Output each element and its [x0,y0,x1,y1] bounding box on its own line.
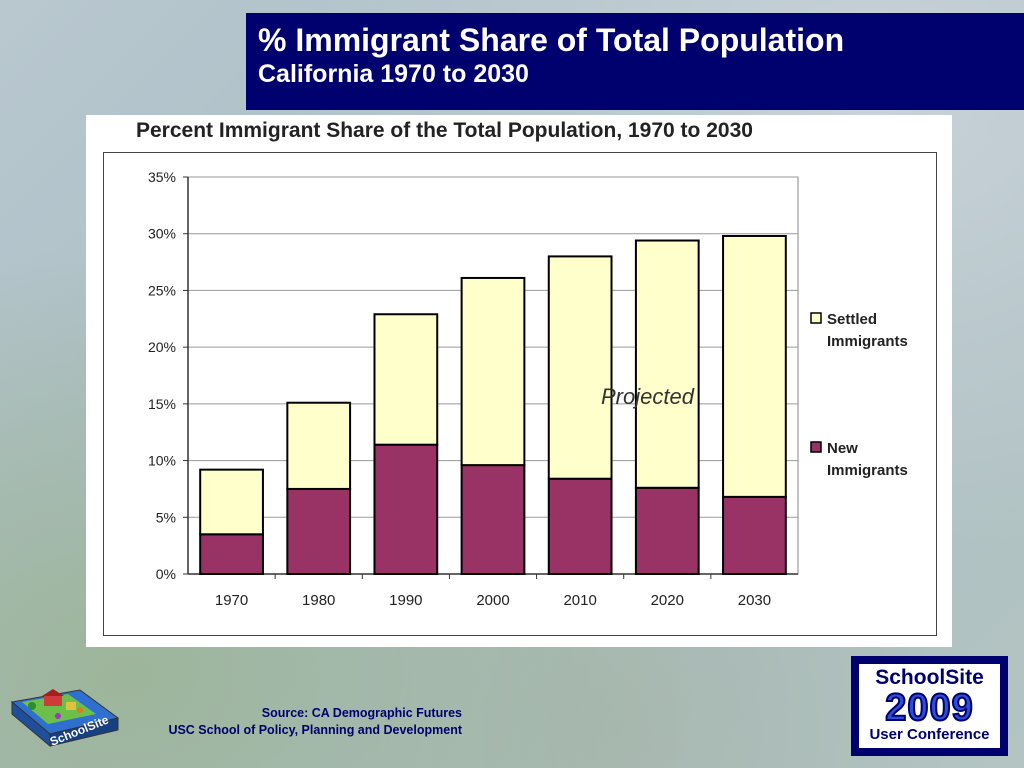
y-tick-label: 30% [148,226,176,242]
x-tick-label: 1990 [389,592,422,609]
bar-new-1990 [374,445,437,574]
bar-settled-2030 [723,236,786,497]
y-tick-label: 35% [148,169,176,185]
slide-title-box: % Immigrant Share of Total Population Ca… [246,13,1024,110]
legend-new-label-1: New [827,440,858,457]
projected-annotation: Projected [601,384,695,409]
slide-subtitle: California 1970 to 2030 [258,59,1024,89]
y-tick-label: 10% [148,453,176,469]
x-tick-label: 2000 [476,592,509,609]
x-tick-label: 2030 [738,592,771,609]
bar-new-2020 [636,488,699,574]
y-tick-label: 0% [156,566,176,582]
bar-settled-2010 [549,256,612,478]
bar-settled-1980 [287,403,350,489]
chart-panel: Percent Immigrant Share of the Total Pop… [86,115,952,647]
source-line-1: Source: CA Demographic Futures [100,705,462,722]
x-tick-label: 2020 [651,592,684,609]
legend-new-swatch [811,442,821,452]
y-tick-label: 15% [148,396,176,412]
y-tick-label: 5% [156,509,176,525]
bar-new-1970 [200,534,263,574]
bar-settled-1970 [200,470,263,535]
conference-badge-inner: SchoolSite 2009 User Conference [857,662,1002,750]
bar-settled-2020 [636,241,699,488]
badge-bottom-text: User Conference [859,726,1000,744]
bar-settled-1990 [374,314,437,444]
slide-title: % Immigrant Share of Total Population [258,21,1024,59]
bar-new-1980 [287,489,350,574]
y-tick-label: 25% [148,282,176,298]
legend-settled-label-1: Settled [827,311,877,328]
badge-year: 2009 [859,690,1000,726]
bar-settled-2000 [462,278,525,465]
legend-settled-swatch [811,313,821,323]
legend-settled-label-2: Immigrants [827,333,908,350]
x-tick-label: 1980 [302,592,335,609]
x-tick-label: 2010 [563,592,596,609]
bar-new-2010 [549,479,612,574]
conference-badge: SchoolSite 2009 User Conference [851,656,1008,756]
bar-new-2030 [723,497,786,574]
bar-new-2000 [462,465,525,574]
source-line-2: USC School of Policy, Planning and Devel… [100,722,462,739]
legend-new-label-2: Immigrants [827,462,908,479]
x-tick-label: 1970 [215,592,248,609]
stacked-bar-chart: 0% 5% 10% 15% 20% 25% 30% 35% 1970 1980 1990 2000 20… [86,115,952,647]
y-tick-label: 20% [148,339,176,355]
source-note: Source: CA Demographic Futures USC Schoo… [100,705,462,739]
